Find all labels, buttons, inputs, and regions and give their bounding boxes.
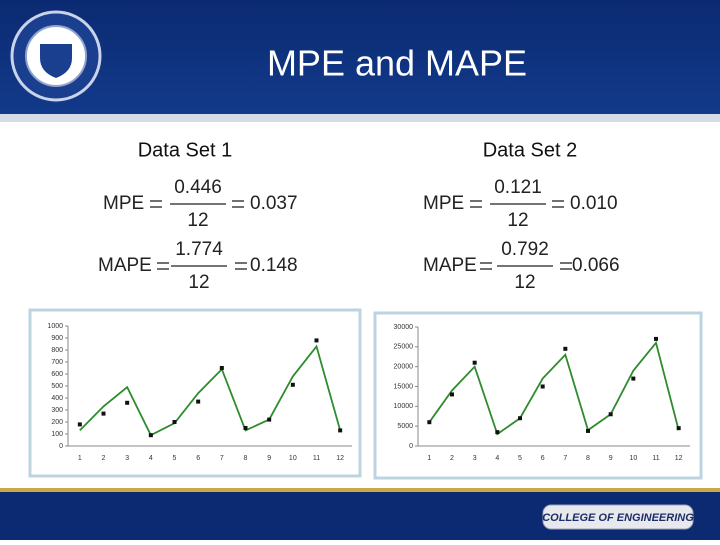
data-point: [495, 430, 500, 435]
chart-frame: [373, 311, 703, 480]
footer-line: [0, 488, 720, 492]
chart-frame: [28, 308, 362, 478]
x-tick-label: 1: [78, 455, 82, 462]
y-tick-label: 0: [59, 443, 63, 450]
data-point: [77, 422, 82, 427]
panel-label: Data Set 2: [483, 139, 578, 161]
data-point: [196, 399, 201, 404]
y-tick-label: 500: [51, 383, 63, 390]
y-tick-label: 15000: [394, 383, 414, 390]
x-tick-label: 4: [149, 455, 153, 462]
formula-lhs: MAPE: [98, 255, 152, 276]
seal: [10, 10, 102, 102]
numerator: 0.792: [501, 239, 549, 260]
formula-lhs: MAPE: [423, 255, 477, 276]
data-line: [79, 344, 342, 437]
denominator: 12: [514, 272, 535, 293]
formula-result: 0.037: [250, 193, 298, 214]
x-tick-label: 1: [427, 455, 431, 462]
x-tick-label: 7: [220, 455, 224, 462]
logo-text: COLLEGE OF ENGINEERING: [542, 512, 694, 524]
y-tick-label: 800: [51, 347, 63, 354]
data-point: [450, 392, 454, 397]
x-tick-label: 9: [609, 455, 613, 462]
x-tick-label: 3: [125, 455, 129, 462]
data-point: [101, 411, 106, 416]
data-point: [267, 417, 272, 422]
data-line: [428, 340, 680, 436]
data-point: [172, 420, 177, 424]
data-point: [148, 433, 153, 438]
data-point: [427, 420, 432, 425]
y-tick-label: 900: [51, 335, 63, 342]
data-point: [631, 376, 636, 381]
x-tick-label: 10: [629, 455, 637, 462]
y-tick-label: 200: [51, 419, 63, 426]
x-tick-label: 10: [289, 455, 297, 462]
y-tick-label: 0: [409, 443, 413, 450]
y-tick-label: 5000: [397, 423, 413, 430]
x-tick-label: 12: [336, 455, 344, 462]
logo-badge: [542, 504, 694, 530]
x-tick-label: 6: [196, 455, 200, 462]
x-tick-label: 2: [102, 455, 106, 462]
panel-label: Data Set 1: [138, 139, 233, 161]
denominator: 12: [507, 210, 528, 231]
x-tick-label: 5: [518, 455, 522, 462]
x-tick-label: 8: [586, 455, 590, 462]
denominator: 12: [187, 210, 208, 231]
x-tick-label: 9: [267, 455, 271, 462]
x-tick-label: 7: [563, 455, 567, 462]
data-point: [518, 416, 522, 421]
formula-lhs: MPE: [423, 193, 464, 214]
slide-title: MPE and MAPE: [267, 43, 527, 84]
formula-result: 0.148: [250, 255, 298, 276]
data-point: [654, 336, 658, 341]
x-tick-label: 5: [173, 455, 177, 462]
y-tick-label: 20000: [394, 364, 414, 371]
header-bar: [0, 0, 720, 114]
y-tick-label: 400: [51, 395, 63, 402]
data-point: [563, 346, 568, 351]
formula-lhs: MPE: [103, 193, 144, 214]
x-tick-label: 2: [450, 455, 454, 462]
data-point: [586, 428, 590, 433]
data-point: [540, 384, 545, 389]
numerator: 0.446: [174, 177, 222, 198]
data-point: [472, 360, 477, 365]
data-point: [125, 400, 130, 405]
x-tick-label: 11: [652, 455, 659, 462]
data-point: [219, 366, 224, 370]
y-tick-label: 30000: [394, 324, 414, 331]
formula-result: 0.066: [572, 255, 620, 276]
y-tick-label: 300: [51, 407, 63, 414]
numerator: 1.774: [175, 239, 223, 260]
formula-result: 0.010: [570, 193, 618, 214]
x-tick-label: 3: [473, 455, 477, 462]
x-tick-label: 4: [495, 455, 499, 462]
data-point: [676, 426, 681, 431]
denominator: 12: [188, 272, 209, 293]
y-tick-label: 25000: [394, 344, 414, 351]
data-point: [243, 426, 248, 430]
data-point: [314, 338, 319, 343]
data-point: [338, 428, 343, 433]
y-tick-label: 10000: [394, 403, 414, 410]
x-tick-label: 11: [313, 455, 320, 462]
data-point: [608, 412, 613, 417]
x-tick-label: 8: [244, 455, 248, 462]
numerator: 0.121: [494, 177, 542, 198]
x-tick-label: 6: [541, 455, 545, 462]
y-tick-label: 1000: [47, 323, 63, 330]
x-tick-label: 12: [675, 455, 683, 462]
header-shadow: [0, 114, 720, 122]
y-tick-label: 100: [51, 431, 63, 438]
y-tick-label: 600: [51, 371, 63, 378]
data-point: [290, 382, 295, 387]
y-tick-label: 700: [51, 359, 63, 366]
